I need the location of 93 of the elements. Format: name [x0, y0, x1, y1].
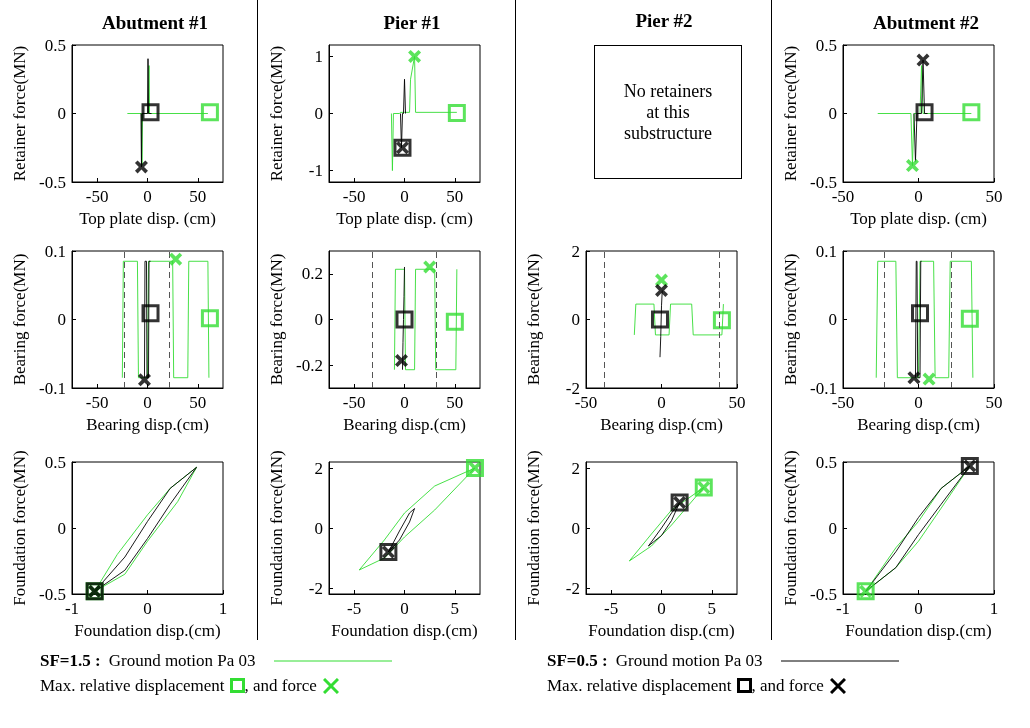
x-tick-label: 0 — [143, 599, 152, 618]
y-tick-label: -1 — [308, 161, 323, 181]
y-tick-label: 0 — [828, 518, 837, 538]
y-tick-label: -0.2 — [296, 355, 323, 375]
x-axis-title: Top plate disp. (cm) — [79, 209, 216, 228]
x-axis-title: Foundation disp.(cm) — [74, 621, 221, 640]
x-tick-label: 0 — [914, 393, 923, 412]
y-tick-label: 0 — [828, 104, 837, 123]
x-tick-label: 0 — [914, 599, 923, 618]
y-tick-label: -0.5 — [39, 172, 66, 192]
x-tick-label: 50 — [446, 187, 464, 206]
x-tick-label: 50 — [985, 393, 1003, 412]
x-tick-label: 50 — [728, 393, 746, 412]
x-tick-label: 50 — [985, 187, 1003, 206]
y-tick-label: 0 — [571, 518, 580, 538]
text: Max. relative displacement — [547, 675, 732, 697]
text: Ground motion Pa 03 — [615, 650, 763, 672]
x-axis-title: Top plate disp. (cm) — [336, 209, 473, 228]
x-tick-label: 0 — [657, 393, 666, 412]
y-tick-label: 2 — [571, 241, 580, 261]
text: , and force — [751, 675, 824, 697]
x-tick-label: 50 — [189, 393, 207, 412]
x-tick-label: 0 — [143, 393, 152, 412]
y-tick-label: 0 — [571, 310, 580, 329]
y-tick-label: 0.5 — [815, 35, 837, 55]
x-axis-title: Bearing disp.(cm) — [600, 415, 723, 434]
x-tick-label: -5 — [604, 599, 619, 618]
y-axis-title: Foundation force(MN) — [524, 450, 543, 606]
x-tick-label: 0 — [400, 187, 409, 206]
x-tick-label: -50 — [85, 393, 109, 412]
y-tick-label: 0 — [314, 104, 323, 123]
y-tick-label: 0.1 — [44, 241, 66, 261]
text: Ground motion Pa 03 — [108, 650, 256, 672]
x-axis-title: Foundation disp.(cm) — [331, 621, 478, 640]
x-tick-label: -50 — [85, 187, 109, 206]
text: , and force — [244, 675, 317, 697]
chart-title: Pier #1 — [383, 12, 441, 33]
x-tick-label: -5 — [347, 599, 362, 618]
y-axis-title: Bearing force(MN) — [10, 253, 29, 386]
y-tick-label: 0 — [314, 310, 323, 329]
x-tick-label: -50 — [342, 393, 366, 412]
y-tick-label: -2 — [565, 578, 580, 598]
y-tick-label: 0.5 — [44, 35, 66, 55]
y-tick-label: -2 — [308, 578, 323, 598]
x-tick-label: 0 — [914, 187, 923, 206]
y-axis-title: Retainer force(MN) — [10, 45, 29, 182]
chart-title: Abutment #1 — [101, 12, 209, 33]
y-axis-title: Bearing force(MN) — [524, 253, 543, 386]
y-axis-title: Bearing force(MN) — [267, 253, 286, 386]
x-tick-label: 1 — [218, 599, 228, 618]
x-tick-label: 1 — [989, 599, 999, 618]
x-tick-label: 0 — [400, 393, 409, 412]
y-tick-label: 2 — [314, 458, 323, 478]
y-tick-label: 0 — [57, 518, 66, 538]
y-tick-label: -0.1 — [39, 378, 66, 398]
chart-title: Abutment #2 — [872, 12, 980, 33]
text: Max. relative displacement — [40, 675, 225, 697]
x-axis-title: Foundation disp.(cm) — [588, 621, 735, 640]
y-tick-label: 1 — [314, 46, 323, 66]
x-axis-title: Bearing disp.(cm) — [343, 415, 466, 434]
y-tick-label: 0 — [57, 104, 66, 123]
x-tick-label: 0 — [143, 187, 152, 206]
x-tick-label: 0 — [657, 599, 666, 618]
x-tick-label: 50 — [446, 393, 464, 412]
y-axis-title: Foundation force(MN) — [781, 450, 800, 606]
y-tick-label: 0.1 — [815, 241, 837, 261]
x-tick-label: -50 — [342, 187, 366, 206]
text: Pier #2 — [634, 10, 694, 32]
y-tick-label: 0 — [828, 310, 837, 329]
x-axis-title: Foundation disp.(cm) — [845, 621, 992, 640]
y-tick-label: 0.2 — [301, 264, 323, 284]
x-axis-title: Bearing disp.(cm) — [857, 415, 980, 434]
x-axis-title: Bearing disp.(cm) — [86, 415, 209, 434]
y-tick-label: 0 — [57, 310, 66, 329]
x-tick-label: 5 — [707, 599, 717, 618]
y-tick-label: -0.5 — [810, 584, 837, 604]
text: SF=1.5 : — [40, 650, 101, 672]
y-tick-label: -0.5 — [39, 584, 66, 604]
text: SF=0.5 : — [547, 650, 608, 672]
y-axis-title: Retainer force(MN) — [781, 45, 800, 182]
x-tick-label: 0 — [400, 599, 409, 618]
y-axis-title: Foundation force(MN) — [267, 450, 286, 606]
y-tick-label: 2 — [571, 458, 580, 478]
text: No retainers at this substructure — [622, 80, 714, 144]
y-axis-title: Retainer force(MN) — [267, 45, 286, 182]
y-tick-label: 0.5 — [815, 452, 837, 472]
y-axis-title: Bearing force(MN) — [781, 253, 800, 386]
y-axis-title: Foundation force(MN) — [10, 450, 29, 606]
y-tick-label: 0.5 — [44, 452, 66, 472]
x-axis-title: Top plate disp. (cm) — [850, 209, 987, 228]
x-tick-label: 50 — [189, 187, 207, 206]
x-tick-label: 5 — [450, 599, 460, 618]
y-tick-label: 0 — [314, 518, 323, 538]
